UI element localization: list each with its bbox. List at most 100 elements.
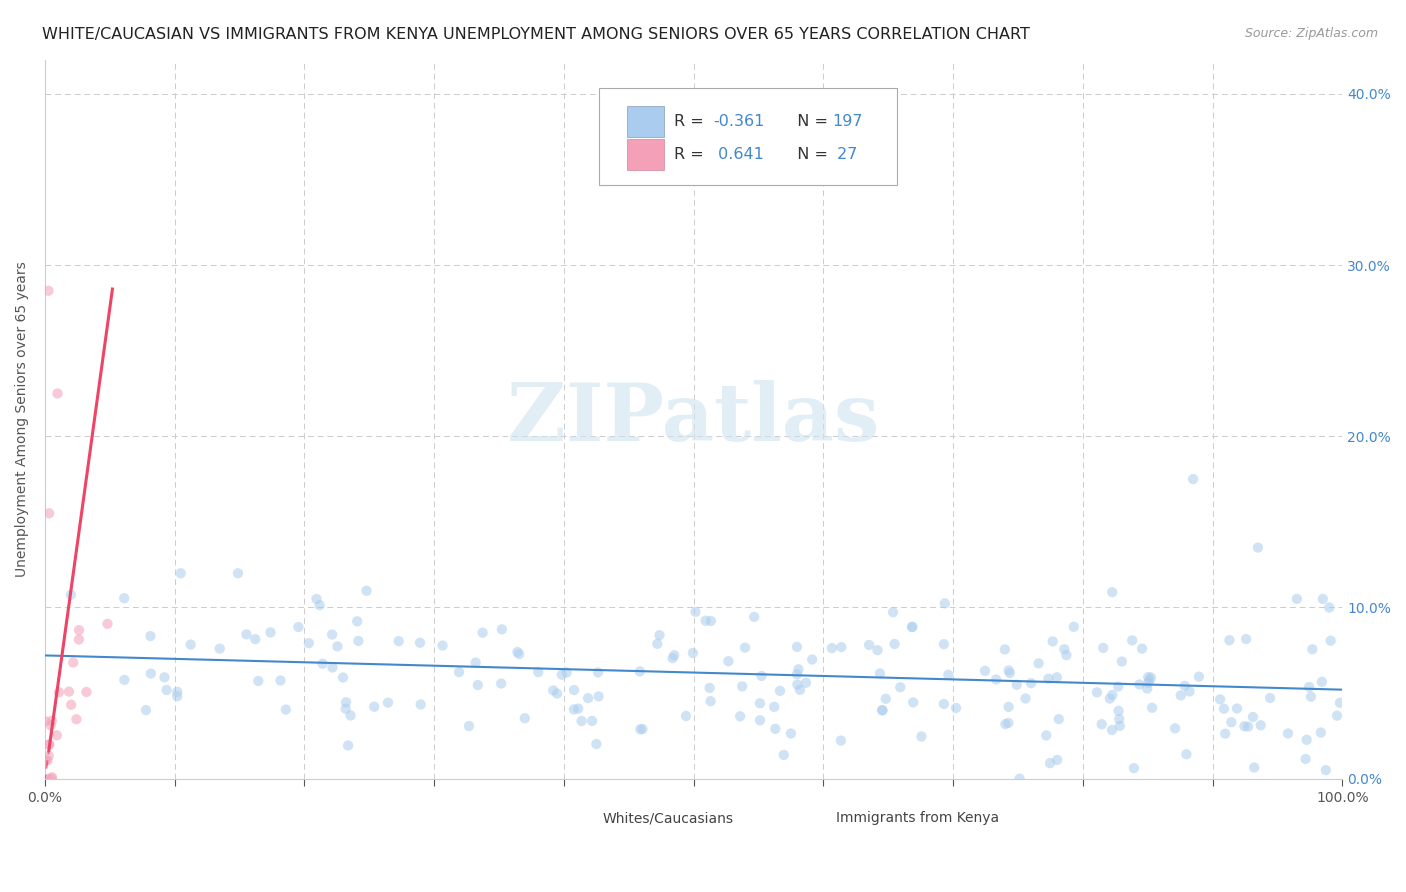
Point bbox=[932, 637, 955, 651]
Point bbox=[789, 682, 811, 697]
Point bbox=[409, 636, 432, 650]
Point bbox=[748, 696, 770, 710]
Point bbox=[363, 699, 385, 714]
Text: -0.361: -0.361 bbox=[713, 114, 765, 129]
Point bbox=[1250, 718, 1272, 732]
Text: R =: R = bbox=[673, 147, 709, 162]
Point bbox=[135, 703, 157, 717]
Point bbox=[1317, 600, 1340, 615]
Point bbox=[889, 680, 911, 694]
Point bbox=[37, 284, 59, 298]
Text: 0.641: 0.641 bbox=[713, 147, 763, 162]
Point bbox=[1098, 691, 1121, 706]
Point bbox=[37, 792, 59, 806]
Point bbox=[38, 738, 60, 752]
Point bbox=[1312, 591, 1334, 606]
Point bbox=[585, 737, 607, 751]
Point bbox=[1107, 680, 1129, 694]
Point bbox=[858, 638, 880, 652]
Point bbox=[1233, 719, 1256, 733]
Point bbox=[786, 667, 808, 681]
Point bbox=[628, 723, 651, 737]
Point bbox=[245, 632, 267, 647]
Point bbox=[34, 714, 56, 729]
Point bbox=[866, 643, 889, 657]
Point bbox=[1039, 756, 1062, 771]
Point bbox=[986, 673, 1008, 687]
Point bbox=[166, 690, 188, 704]
Point bbox=[208, 641, 231, 656]
Point bbox=[235, 627, 257, 641]
Point bbox=[1299, 690, 1322, 704]
Point bbox=[155, 683, 177, 698]
Point bbox=[786, 640, 808, 654]
Point bbox=[506, 645, 529, 659]
Point bbox=[541, 683, 564, 698]
Point bbox=[786, 678, 808, 692]
Point bbox=[508, 647, 530, 661]
Point bbox=[58, 684, 80, 698]
Point bbox=[449, 665, 471, 679]
Point bbox=[994, 642, 1017, 657]
Point bbox=[1108, 712, 1130, 726]
Bar bbox=[627, 139, 664, 169]
Text: 27: 27 bbox=[832, 147, 858, 162]
Point bbox=[1319, 633, 1341, 648]
Point bbox=[432, 639, 454, 653]
Point bbox=[38, 749, 60, 764]
Point bbox=[772, 747, 794, 762]
Point bbox=[780, 726, 803, 740]
Point bbox=[65, 712, 87, 726]
Point bbox=[247, 673, 270, 688]
Point bbox=[48, 685, 70, 699]
Point bbox=[787, 662, 810, 676]
Point bbox=[409, 698, 432, 712]
Point bbox=[339, 708, 361, 723]
Point bbox=[1237, 720, 1260, 734]
Point bbox=[1140, 671, 1163, 685]
Point bbox=[1046, 670, 1069, 684]
Point bbox=[1008, 772, 1031, 786]
Point bbox=[1091, 717, 1114, 731]
Point bbox=[464, 656, 486, 670]
Point bbox=[664, 648, 686, 663]
Point bbox=[647, 637, 669, 651]
Point bbox=[388, 634, 411, 648]
Point bbox=[1038, 672, 1060, 686]
Point bbox=[769, 684, 792, 698]
Point bbox=[695, 614, 717, 628]
Point bbox=[875, 691, 897, 706]
Point bbox=[1108, 704, 1130, 718]
Point bbox=[1298, 680, 1320, 694]
Point bbox=[794, 675, 817, 690]
Point bbox=[1301, 642, 1323, 657]
Point bbox=[96, 616, 118, 631]
Point bbox=[298, 636, 321, 650]
Text: N =: N = bbox=[787, 147, 834, 162]
Point bbox=[1053, 642, 1076, 657]
Point bbox=[1326, 708, 1348, 723]
Point bbox=[1122, 761, 1144, 775]
Point bbox=[39, 718, 62, 732]
Point bbox=[717, 654, 740, 668]
Point bbox=[997, 664, 1019, 678]
Point bbox=[1005, 678, 1028, 692]
Point bbox=[37, 772, 59, 786]
Point bbox=[35, 753, 58, 767]
Point bbox=[1178, 684, 1201, 698]
Text: N =: N = bbox=[787, 114, 834, 129]
Point bbox=[1234, 632, 1257, 646]
Point bbox=[37, 753, 59, 767]
Point bbox=[934, 596, 956, 610]
Point bbox=[1295, 732, 1317, 747]
Point bbox=[274, 702, 297, 716]
Point bbox=[1309, 725, 1331, 739]
Point bbox=[648, 628, 671, 642]
Point bbox=[1310, 674, 1333, 689]
Point bbox=[1042, 634, 1064, 648]
Point bbox=[763, 722, 786, 736]
Point bbox=[321, 660, 343, 674]
Point bbox=[1241, 710, 1264, 724]
Point bbox=[734, 640, 756, 655]
Point bbox=[1277, 726, 1299, 740]
